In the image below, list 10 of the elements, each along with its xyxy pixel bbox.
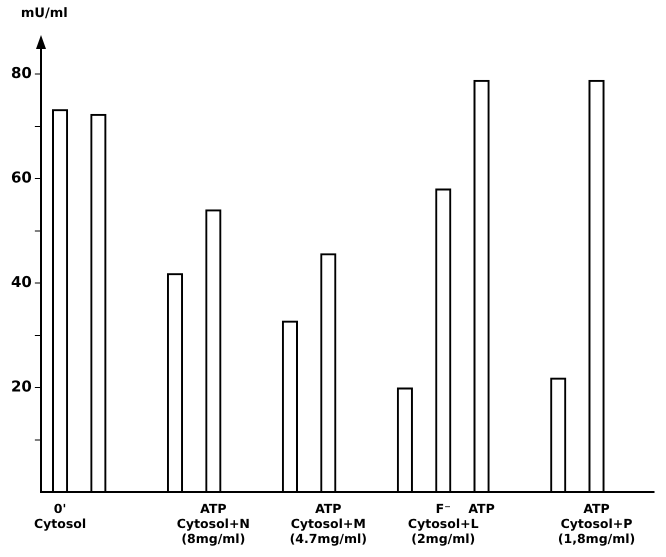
x-tick-label: 0' Cytosol [34, 500, 86, 531]
x-tick-label: ATP Cytosol+P (1,8mg/ml) [558, 500, 636, 546]
x-tick-label: ATP [468, 500, 495, 516]
x-tick-label: ATP Cytosol+M (4.7mg/ml) [290, 500, 367, 546]
x-tick-label: ATP Cytosol+N (8mg/ml) [176, 500, 250, 546]
y-tick-label: 60 [11, 168, 32, 186]
y-tick-label: 80 [11, 64, 32, 82]
y-tick-label: 40 [11, 272, 32, 291]
y-tick-label: 20 [11, 377, 32, 396]
y-axis-title: mU/ml [20, 6, 68, 21]
